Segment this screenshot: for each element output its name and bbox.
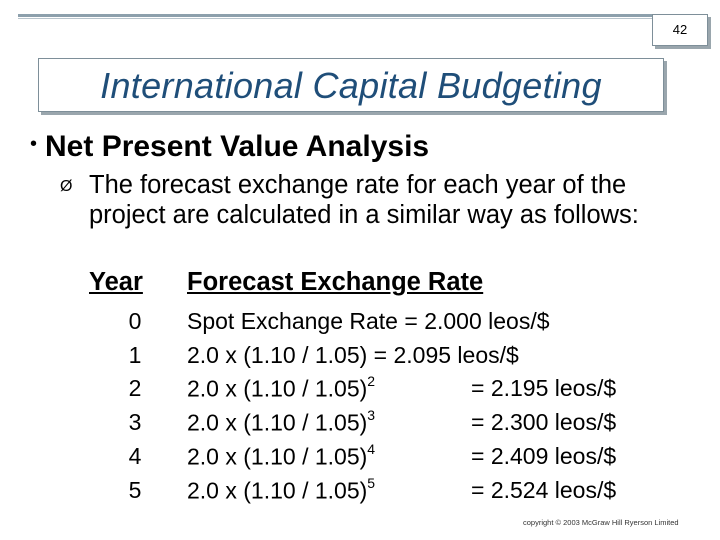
formula-text: 2.0 x (1.10 / 1.05) [187, 477, 368, 504]
table-row: 4 2.0 x (1.10 / 1.05)4 = 2.409 leos/$ [0, 441, 720, 477]
exponent: 2 [367, 373, 376, 389]
year-cell: 2 [128, 375, 142, 401]
year-cell: 0 [128, 308, 142, 334]
formula-cell: 2.0 x (1.10 / 1.05)4 [187, 441, 376, 471]
slide-title: International Capital Budgeting [100, 65, 602, 106]
result-cell: = 2.409 leos/$ [471, 443, 617, 469]
year-cell: 3 [128, 409, 142, 435]
page-number: 42 [652, 14, 708, 46]
formula-text: 2.0 x (1.10 / 1.05) [187, 375, 368, 402]
exponent: 4 [367, 441, 376, 457]
main-bullet-text: Net Present Value Analysis [45, 130, 430, 163]
top-rule [18, 14, 708, 17]
title-box: International Capital Budgeting [38, 58, 664, 112]
table-row: 5 2.0 x (1.10 / 1.05)5 = 2.524 leos/$ [0, 475, 720, 511]
bullet-marker: • [30, 133, 38, 155]
formula-cell: Spot Exchange Rate = 2.000 leos/$ [187, 308, 550, 334]
sub-bullet-text: The forecast exchange rate for each year… [89, 171, 639, 229]
result-cell: = 2.524 leos/$ [471, 477, 617, 503]
formula-cell: 2.0 x (1.10 / 1.05)5 [187, 475, 376, 505]
year-cell: 1 [128, 342, 142, 368]
exponent: 3 [367, 407, 376, 423]
rate-header: Forecast Exchange Rate [187, 268, 484, 296]
top-rule-secondary [18, 18, 708, 19]
formula-text: 2.0 x (1.10 / 1.05) [187, 443, 368, 470]
arrow-bullet-icon: Ø [60, 178, 73, 195]
formula-cell: 2.0 x (1.10 / 1.05) = 2.095 leos/$ [187, 342, 519, 368]
formula-cell: 2.0 x (1.10 / 1.05)3 [187, 407, 376, 437]
formula-cell: 2.0 x (1.10 / 1.05)2 [187, 373, 376, 403]
formula-text: 2.0 x (1.10 / 1.05) [187, 409, 368, 436]
exponent: 5 [367, 475, 376, 491]
year-cell: 4 [128, 443, 142, 469]
main-bullet: • Net Present Value Analysis [30, 130, 429, 164]
table-row: 0 Spot Exchange Rate = 2.000 leos/$ [0, 308, 720, 342]
result-cell: = 2.195 leos/$ [471, 375, 617, 401]
year-cell: 5 [128, 477, 142, 503]
table-row: 3 2.0 x (1.10 / 1.05)3 = 2.300 leos/$ [0, 407, 720, 443]
year-header: Year [89, 268, 143, 296]
result-cell: = 2.300 leos/$ [471, 409, 617, 435]
copyright-footer: copyright © 2003 McGraw Hill Ryerson Lim… [523, 518, 679, 527]
table-row: 1 2.0 x (1.10 / 1.05) = 2.095 leos/$ [0, 342, 720, 376]
table-row: 2 2.0 x (1.10 / 1.05)2 = 2.195 leos/$ [0, 373, 720, 409]
